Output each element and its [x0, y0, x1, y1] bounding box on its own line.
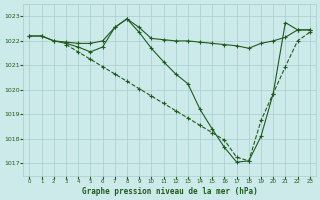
X-axis label: Graphe pression niveau de la mer (hPa): Graphe pression niveau de la mer (hPa): [82, 187, 258, 196]
